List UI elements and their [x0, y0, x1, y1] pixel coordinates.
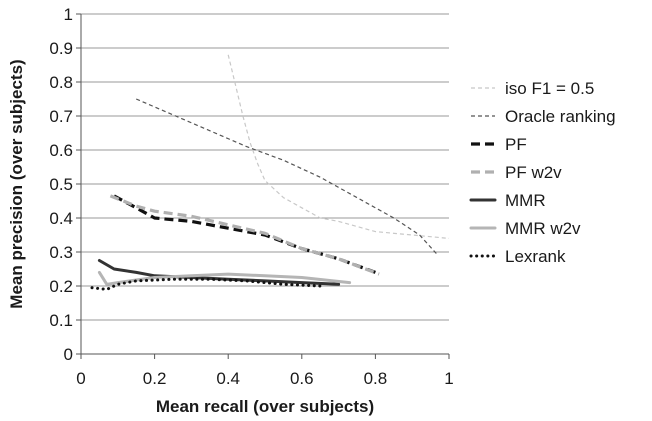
series-line-pf	[113, 194, 376, 274]
x-tick-label: 0.6	[290, 369, 314, 388]
legend: iso F1 = 0.5 Oracle ranking PF PF w2v MMR MMR…	[469, 79, 616, 266]
y-tick-label: 0.5	[49, 175, 73, 194]
y-tick-label: 0.6	[49, 141, 73, 160]
y-tick-label: 0.1	[49, 311, 73, 330]
legend-label-lexrank: Lexrank	[505, 247, 566, 266]
y-tick-label: 0.9	[49, 39, 73, 58]
legend-label-pf-w2v: PF w2v	[505, 163, 562, 182]
y-tick-labels: 0 0.1 0.2 0.3 0.4 0.5 0.6 0.7 0.8 0.9 1	[49, 5, 73, 364]
grid-lines	[81, 13, 449, 321]
y-tick-label: 0.2	[49, 277, 73, 296]
legend-label-mmr: MMR	[505, 191, 546, 210]
legend-label-iso-f1-0-5: iso F1 = 0.5	[505, 79, 594, 98]
series-line-mmr	[97, 259, 341, 286]
legend-label-oracle-ranking: Oracle ranking	[505, 107, 616, 126]
x-tick-labels: 0 0.2 0.4 0.6 0.8 1	[76, 369, 453, 388]
series-line-mmr-w2v	[97, 270, 352, 286]
series-line-iso-f1-0-5	[227, 54, 450, 239]
y-tick-label: 0.4	[49, 209, 73, 228]
y-tick-label: 0.3	[49, 243, 73, 262]
legend-label-pf: PF	[505, 135, 527, 154]
x-tick-label: 0.2	[143, 369, 167, 388]
series-lines	[90, 54, 450, 291]
y-tick-label: 1	[64, 5, 73, 24]
x-axis-label: Mean recall (over subjects)	[156, 397, 374, 416]
series-line-lexrank	[90, 277, 322, 291]
y-axis-label: Mean precision (over subjects)	[7, 59, 26, 308]
x-tick-label: 1	[444, 369, 453, 388]
axes	[76, 13, 450, 359]
y-tick-label: 0.8	[49, 73, 73, 92]
x-tick-label: 0.8	[364, 369, 388, 388]
legend-label-mmr-w2v: MMR w2v	[505, 219, 581, 238]
series-line-oracle-ranking	[135, 98, 439, 256]
x-tick-label: 0	[76, 369, 85, 388]
series-line-pf-w2v	[109, 194, 380, 276]
y-tick-label: 0.7	[49, 107, 73, 126]
x-tick-label: 0.4	[216, 369, 240, 388]
y-tick-label: 0	[64, 345, 73, 364]
